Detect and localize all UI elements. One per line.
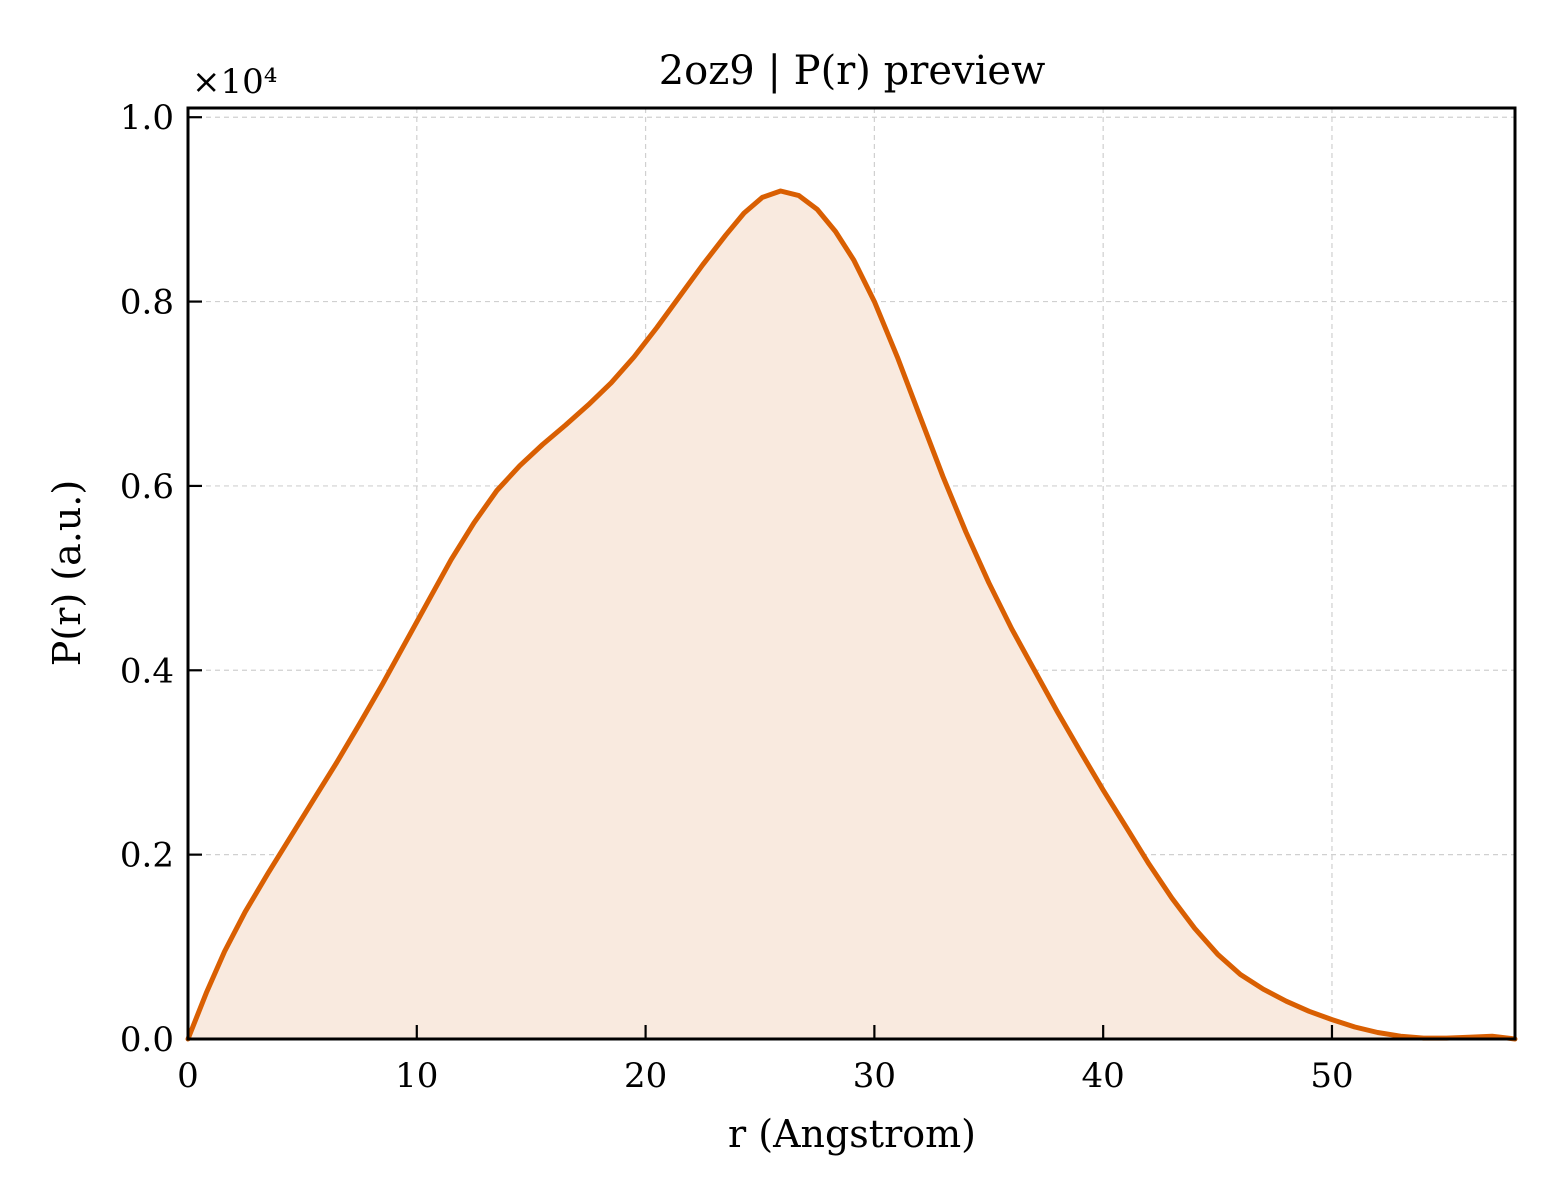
plot-frame	[186, 106, 1517, 1041]
series-line	[185, 188, 1518, 1042]
y-tick-label: 1.0	[120, 98, 174, 138]
y-scale-factor: ×10⁴	[192, 62, 277, 102]
x-tick-label: 40	[1082, 1056, 1125, 1096]
chart-title: 2oz9 | P(r) preview	[659, 48, 1046, 94]
y-axis-label: P(r) (a.u.)	[45, 480, 89, 666]
tick-layer	[186, 116, 1334, 1041]
label-layer: 0 10 20 30 40 50 0.0 0.2 0.4 0.6 0.8 1.0	[120, 98, 1354, 1096]
y-tick-label: 0.4	[120, 651, 174, 691]
series-area-fill	[188, 191, 1515, 1039]
x-tick-label: 20	[624, 1056, 667, 1096]
y-tick-label: 0.6	[120, 467, 174, 507]
x-tick-label: 30	[853, 1056, 896, 1096]
area-layer	[188, 191, 1515, 1039]
x-tick-label: 0	[177, 1056, 199, 1096]
x-tick-label: 10	[395, 1056, 438, 1096]
y-tick-label: 0.2	[120, 836, 174, 876]
x-axis-label: r (Angstrom)	[728, 1112, 976, 1156]
y-tick-label: 0.8	[120, 283, 174, 323]
y-tick-label: 0.0	[120, 1020, 174, 1060]
x-tick-label: 50	[1310, 1056, 1353, 1096]
line-layer	[185, 188, 1518, 1042]
